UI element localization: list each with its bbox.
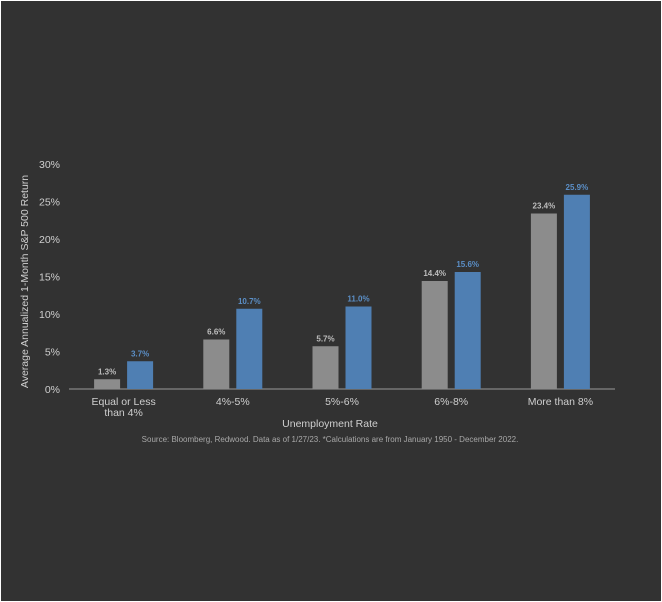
- bar: [203, 339, 230, 389]
- x-tick-label: Equal or Less: [91, 396, 155, 408]
- y-tick-label: 20%: [39, 234, 60, 246]
- y-tick-label: 0%: [45, 384, 60, 396]
- x-tick-label: than 4%: [104, 407, 143, 419]
- data-label: 10.7%: [238, 297, 261, 306]
- data-label: 1.3%: [98, 367, 116, 376]
- y-tick-label: 30%: [39, 159, 60, 171]
- data-label: 5.7%: [316, 334, 334, 343]
- bar: [127, 361, 154, 389]
- bar: [563, 194, 590, 389]
- y-axis-title: Average Annualized 1-Month S&P 500 Retur…: [19, 175, 31, 388]
- data-label: 6.6%: [207, 328, 225, 337]
- bar: [421, 281, 448, 389]
- data-label: 14.4%: [423, 269, 446, 278]
- x-axis-title: Unemployment Rate: [282, 418, 378, 430]
- x-tick-label: 6%-8%: [434, 396, 468, 408]
- bar: [94, 379, 121, 389]
- bar: [312, 346, 339, 389]
- data-label: 23.4%: [533, 202, 556, 211]
- y-axis-ticks: 0% 5% 10% 15% 20% 25% 30%: [39, 159, 60, 396]
- data-label: 25.9%: [566, 183, 589, 192]
- data-label: 3.7%: [131, 349, 149, 358]
- x-tick-label: 5%-6%: [325, 396, 359, 408]
- y-tick-label: 10%: [39, 309, 60, 321]
- bars: [94, 194, 590, 389]
- data-label: 11.0%: [347, 295, 369, 304]
- data-labels: 1.3% 3.7% 6.6% 10.7% 5.7% 11.0% 14.4% 15.6% 23.4…: [98, 183, 588, 377]
- source-note: Source: Bloomberg, Redwood. Data as of 1…: [142, 435, 519, 444]
- y-tick-label: 5%: [45, 347, 60, 359]
- bar: [454, 272, 481, 389]
- y-tick-label: 15%: [39, 272, 60, 284]
- x-tick-label: More than 8%: [528, 396, 593, 408]
- data-label: 15.6%: [456, 260, 479, 269]
- bar: [236, 308, 263, 389]
- x-tick-label: 4%-5%: [216, 396, 250, 408]
- bar: [530, 213, 557, 389]
- y-tick-label: 25%: [39, 197, 60, 209]
- bar: [345, 306, 372, 389]
